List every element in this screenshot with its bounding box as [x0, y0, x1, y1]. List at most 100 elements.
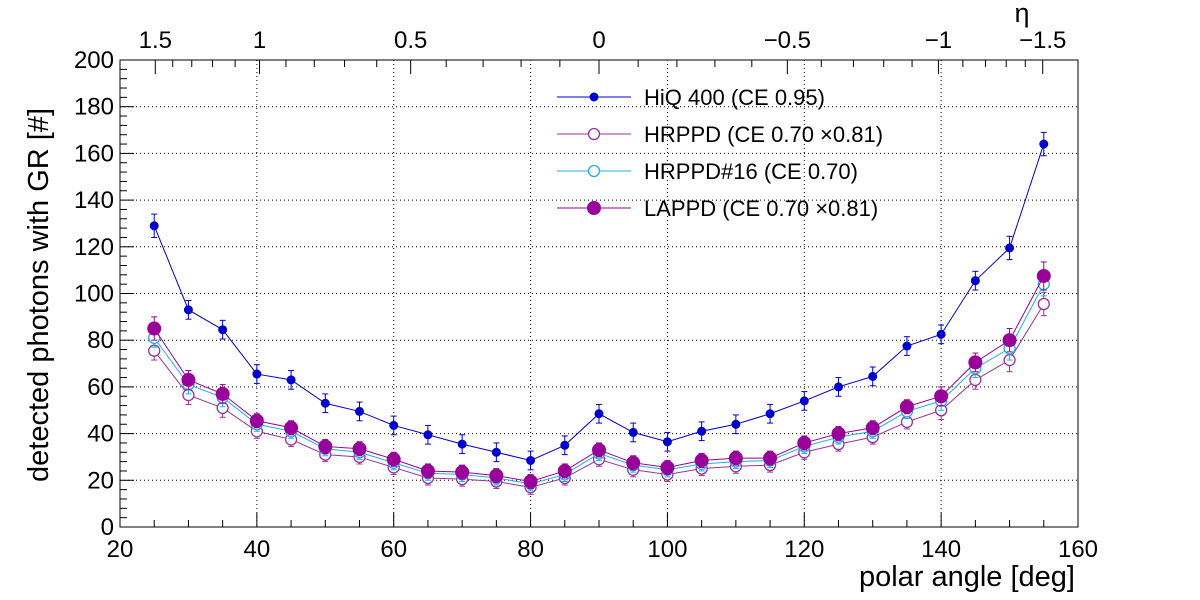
x-tick-label: 80 [517, 536, 544, 563]
data-point [834, 382, 843, 392]
data-point [491, 447, 501, 457]
legend: HiQ 400 (CE 0.95) HRPPD (CE 0.70 ×0.81) … [557, 85, 883, 221]
y-tick-label: 40 [87, 421, 114, 448]
data-point [626, 455, 641, 470]
data-point [592, 442, 606, 457]
x-tick-label: 60 [380, 536, 407, 563]
data-point [355, 406, 364, 416]
top-tick-label: −1 [925, 27, 952, 54]
data-point [352, 441, 367, 456]
data-point [763, 451, 778, 466]
x-axis-label: polar angle [deg] [859, 561, 1075, 593]
data-point [662, 437, 672, 447]
data-point [252, 369, 262, 379]
data-point [284, 420, 299, 435]
data-point [149, 221, 159, 231]
data-point [831, 426, 846, 441]
y-tick-label: 0 [101, 514, 114, 541]
data-point [147, 321, 162, 336]
top-tick-label: 0.5 [394, 27, 427, 54]
data-point [970, 276, 980, 286]
top-tick-label: −0.5 [764, 27, 811, 54]
series [148, 291, 1050, 495]
data-point [697, 426, 707, 436]
data-point [1005, 243, 1015, 253]
legend-label: HRPPD#16 (CE 0.70) [644, 159, 858, 184]
y-tick-label: 100 [74, 281, 114, 308]
data-point [628, 427, 638, 437]
legend-marker [587, 164, 601, 178]
x-tick-label: 120 [784, 536, 824, 563]
legend-entry: HRPPD (CE 0.70 ×0.81) [557, 122, 883, 147]
data-point [902, 341, 912, 351]
data-point [526, 455, 536, 465]
data-point [286, 375, 296, 385]
x-tick-label: 160 [1058, 536, 1098, 563]
y-tick-label: 20 [87, 467, 114, 494]
top-tick-label: 0 [592, 27, 605, 54]
y-tick-label: 120 [74, 234, 114, 261]
y-tick-label: 180 [74, 94, 114, 121]
data-point [181, 372, 196, 387]
x-tick-label: 40 [244, 536, 271, 563]
data-point [694, 453, 709, 468]
data-point [423, 430, 433, 440]
data-point [968, 355, 983, 370]
data-point [457, 439, 467, 449]
legend-entry: HiQ 400 (CE 0.95) [557, 85, 825, 110]
series [147, 261, 1051, 489]
legend-entry: HRPPD#16 (CE 0.70) [557, 159, 858, 184]
top-tick-label: −1.5 [1019, 27, 1066, 54]
legend-label: HRPPD (CE 0.70 ×0.81) [644, 122, 883, 147]
data-point [183, 305, 193, 315]
data-point [1039, 139, 1049, 149]
data-point [455, 465, 470, 480]
data-point [936, 329, 946, 339]
data-point [1002, 333, 1017, 348]
data-point [865, 420, 880, 435]
data-point [489, 468, 504, 483]
x-tick-label: 100 [647, 536, 687, 563]
y-tick-label: 160 [74, 140, 114, 167]
y-tick-label: 60 [87, 374, 114, 401]
data-point [728, 451, 743, 466]
legend-marker [587, 201, 601, 215]
data-point [1037, 297, 1050, 311]
series [148, 271, 1050, 492]
y-tick-label: 140 [74, 187, 114, 214]
data-point [420, 463, 435, 478]
legend-marker [587, 127, 601, 141]
y-tick-label: 200 [74, 47, 114, 74]
data-point [899, 399, 914, 414]
data-point [218, 325, 228, 335]
x-tick-label: 20 [107, 536, 134, 563]
data-point [731, 419, 741, 429]
data-point [386, 452, 401, 467]
data-point [765, 409, 775, 419]
data-point [560, 440, 570, 450]
top-tick-label: 1 [253, 27, 266, 54]
data-point [868, 371, 878, 381]
legend-entry: LAPPD (CE 0.70 ×0.81) [557, 196, 878, 221]
data-point [557, 463, 572, 478]
data-point [249, 413, 264, 428]
data-point [934, 389, 949, 404]
y-tick-label: 80 [87, 327, 114, 354]
data-point [318, 439, 333, 454]
data-point [799, 396, 809, 406]
top-tick-label: 1.5 [139, 27, 172, 54]
top-axis-label: η [1014, 0, 1029, 28]
series [149, 131, 1049, 471]
data-point [594, 409, 604, 419]
x-tick-label: 140 [921, 536, 961, 563]
data-point [797, 435, 812, 450]
data-point [660, 460, 675, 475]
data-point [320, 398, 330, 408]
data-point [389, 420, 399, 430]
data-series [147, 131, 1051, 495]
legend-label: LAPPD (CE 0.70 ×0.81) [644, 196, 878, 221]
data-point [215, 386, 230, 401]
legend-label: HiQ 400 (CE 0.95) [644, 85, 825, 110]
